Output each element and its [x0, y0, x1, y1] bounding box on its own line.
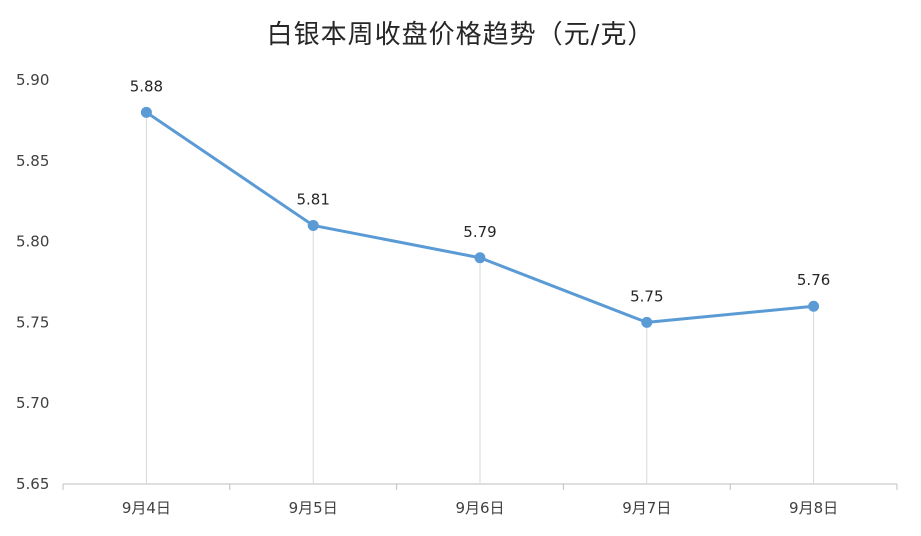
y-tick-label: 5.70 — [16, 394, 49, 412]
data-label: 5.75 — [630, 287, 663, 305]
y-tick-label: 5.75 — [16, 313, 49, 331]
data-point — [641, 316, 653, 328]
x-tick-label: 9月7日 — [622, 499, 671, 517]
x-tick-label: 9月4日 — [122, 499, 171, 517]
y-tick-label: 5.90 — [16, 71, 49, 89]
data-point — [474, 252, 486, 264]
y-tick-label: 5.80 — [16, 233, 49, 251]
data-label: 5.88 — [130, 77, 163, 95]
data-point — [307, 219, 319, 231]
data-label: 5.76 — [797, 271, 830, 289]
x-tick-label: 9月5日 — [289, 499, 338, 517]
data-point — [140, 106, 152, 118]
data-point — [808, 300, 820, 312]
data-label: 5.79 — [463, 223, 496, 241]
y-tick-label: 5.85 — [16, 152, 49, 170]
x-tick-label: 9月8日 — [789, 499, 838, 517]
x-tick-label: 9月6日 — [455, 499, 504, 517]
data-label: 5.81 — [296, 190, 329, 208]
y-tick-label: 5.65 — [16, 475, 49, 493]
chart-title: 白银本周收盘价格趋势（元/克） — [266, 20, 655, 50]
